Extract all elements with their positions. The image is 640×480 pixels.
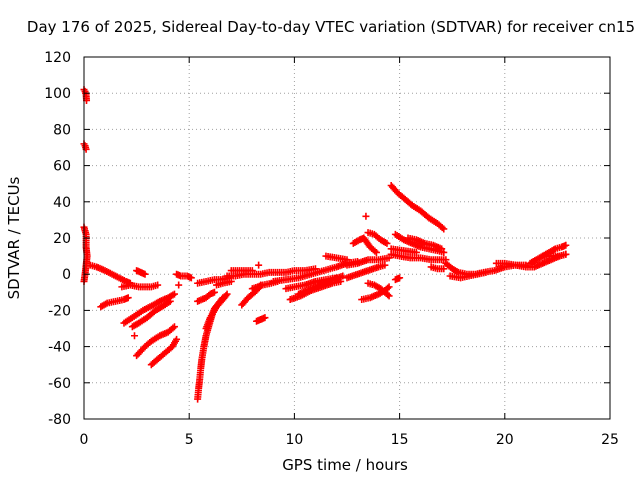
- data-point: [339, 272, 347, 280]
- x-tick-label: 5: [185, 432, 194, 448]
- y-tick-label: 20: [53, 231, 71, 247]
- data-point: [223, 290, 231, 298]
- data-point: [482, 268, 490, 276]
- data-point: [175, 281, 183, 289]
- data-point: [173, 335, 181, 343]
- y-tick-label: 0: [62, 267, 71, 283]
- data-point: [255, 261, 263, 269]
- y-axis-label: SDTVAR / TECUs: [5, 176, 23, 299]
- data-point: [440, 225, 448, 233]
- data-point: [124, 294, 132, 302]
- data-point: [385, 254, 393, 262]
- data-point: [384, 291, 392, 299]
- data-point: [170, 290, 178, 298]
- data-point: [438, 245, 446, 253]
- data-point: [166, 297, 174, 305]
- data-points: [80, 86, 570, 403]
- data-point: [210, 288, 218, 296]
- data-point: [385, 292, 393, 300]
- data-point: [385, 283, 393, 291]
- data-point: [384, 284, 392, 292]
- y-tick-label: -20: [48, 303, 71, 319]
- x-axis-label: GPS time / hours: [282, 456, 408, 474]
- grid-lines: [84, 57, 610, 419]
- plot-frame: [83, 56, 611, 420]
- data-point: [412, 248, 420, 256]
- x-tick-label: 20: [496, 432, 514, 448]
- data-point: [222, 291, 230, 299]
- y-tick-label: 100: [44, 86, 71, 102]
- data-point: [440, 248, 448, 256]
- x-tick-label: 15: [391, 432, 409, 448]
- data-point: [187, 274, 195, 282]
- y-tick-label: -60: [48, 376, 71, 392]
- y-tick-label: -40: [48, 340, 71, 356]
- data-point: [362, 212, 370, 220]
- y-tick-label: 120: [44, 50, 71, 66]
- data-point: [562, 250, 570, 258]
- data-point: [170, 323, 178, 331]
- data-point: [141, 270, 149, 278]
- x-tick-label: 0: [80, 432, 89, 448]
- y-tick-label: -80: [48, 412, 71, 428]
- data-point: [383, 239, 391, 247]
- data-point: [154, 281, 162, 289]
- data-point: [261, 314, 269, 322]
- chart-title: Day 176 of 2025, Sidereal Day-to-day VTE…: [27, 18, 635, 36]
- data-point: [562, 241, 570, 249]
- axis-ticks: -80 -60 -40 -20 0 20 40 60 80 100 120 0 5 10 15 20 25: [44, 50, 619, 448]
- data-point: [440, 265, 448, 273]
- y-tick-label: 80: [53, 122, 71, 138]
- data-point: [381, 261, 389, 269]
- y-tick-label: 40: [53, 195, 71, 211]
- data-point: [522, 261, 530, 269]
- data-point: [396, 274, 404, 282]
- y-tick-label: 60: [53, 159, 71, 175]
- data-point: [130, 332, 138, 340]
- x-tick-label: 10: [285, 432, 303, 448]
- data-point: [372, 248, 380, 256]
- x-tick-label: 25: [601, 432, 619, 448]
- data-point: [248, 267, 256, 275]
